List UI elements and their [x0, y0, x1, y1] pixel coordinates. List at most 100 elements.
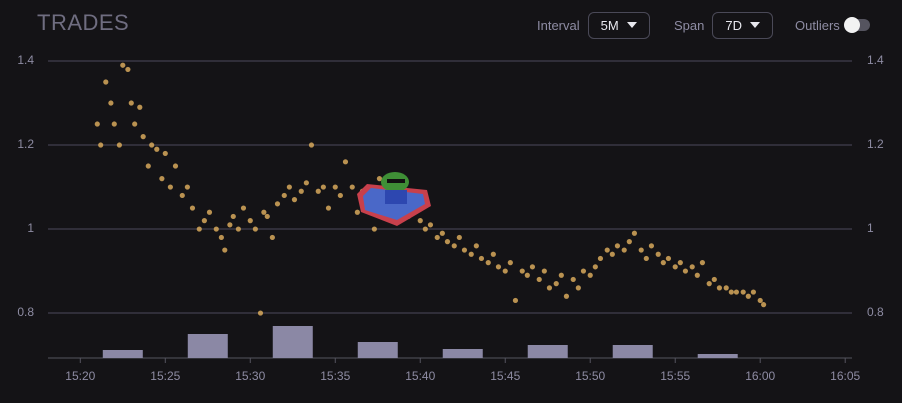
trade-point [665, 255, 672, 262]
trade-point [184, 184, 190, 190]
trade-point [745, 293, 751, 299]
volume-bar [187, 334, 228, 358]
trade-point [553, 281, 559, 287]
trade-point [308, 142, 315, 148]
trade-point [723, 285, 729, 291]
trade-point [456, 234, 462, 241]
trade-point [125, 66, 131, 73]
trade-point [172, 163, 179, 169]
interval-value: 5M [600, 17, 619, 33]
y-tick-label: 1.2 [17, 137, 34, 151]
trade-point [94, 121, 100, 127]
y-tick-label: 1.4 [17, 53, 34, 67]
trade-point [417, 218, 423, 224]
trade-point [298, 188, 304, 194]
trade-point [461, 247, 468, 253]
trade-point [261, 209, 267, 215]
trade-point [227, 222, 233, 228]
trade-point [286, 184, 292, 190]
trade-point [274, 201, 281, 207]
interval-select[interactable]: 5M [587, 11, 650, 39]
trade-point [507, 260, 513, 266]
trade-point [558, 272, 564, 278]
trade-point [592, 264, 598, 270]
trade-point [682, 268, 689, 274]
trade-point [371, 226, 377, 232]
trade-point [604, 247, 610, 253]
trade-point [291, 197, 298, 203]
trade-point [240, 205, 247, 211]
volume-bar [102, 350, 143, 358]
trade-point [281, 192, 287, 199]
trade-point [140, 134, 146, 140]
trade-point [614, 243, 621, 249]
trade-point [541, 268, 547, 274]
trade-point [218, 234, 224, 241]
span-value: 7D [725, 17, 742, 33]
span-control: Span 7D [674, 11, 773, 39]
trade-point [230, 213, 236, 220]
trade-point [761, 302, 767, 308]
volume-bar [442, 349, 483, 358]
trade-point [609, 251, 615, 257]
trade-point [439, 230, 445, 236]
x-tick-label: 15:40 [405, 369, 435, 383]
trade-point [303, 180, 309, 186]
trade-point [694, 272, 700, 278]
trade-point [162, 150, 168, 157]
trade-point [570, 276, 576, 283]
trade-point [320, 184, 326, 190]
trade-point [116, 142, 122, 148]
trade-point [451, 243, 457, 249]
trade-point [376, 176, 383, 182]
x-tick-label: 16:00 [745, 369, 775, 383]
trade-point [711, 276, 717, 283]
trade-point [621, 247, 627, 253]
trade-point [495, 264, 502, 270]
trade-point [167, 184, 173, 190]
trade-point [120, 62, 126, 68]
span-label: Span [674, 17, 705, 33]
trade-point [315, 188, 321, 194]
trade-point [332, 184, 338, 190]
volume-bar [612, 345, 653, 358]
span-select[interactable]: 7D [712, 11, 773, 39]
trade-point [672, 264, 678, 270]
trade-point [354, 209, 360, 215]
trade-point [111, 121, 117, 127]
trade-point [677, 260, 683, 266]
trade-point [706, 281, 712, 287]
trade-point [103, 79, 109, 85]
trade-point [750, 289, 757, 295]
trade-point [179, 192, 185, 199]
volume-bar [272, 326, 313, 358]
trade-point [128, 100, 134, 106]
trade-point [660, 260, 666, 266]
trade-point [145, 163, 151, 169]
y-tick-label-right: 1.2 [867, 137, 884, 151]
y-tick-label-right: 1.4 [867, 53, 884, 67]
trade-point [536, 276, 542, 283]
trade-point [427, 222, 434, 228]
x-tick-label: 15:20 [65, 369, 95, 383]
interval-control: Interval 5M [537, 11, 650, 39]
boat-mascot [357, 172, 431, 226]
outliers-toggle[interactable] [843, 17, 870, 33]
x-tick-label: 15:30 [235, 369, 265, 383]
volume-bar [357, 342, 398, 358]
trade-point [502, 268, 508, 274]
trade-point [638, 247, 644, 253]
trade-point [689, 264, 695, 270]
trade-point [349, 184, 355, 190]
trade-point [149, 142, 155, 148]
trade-point [563, 293, 570, 299]
x-tick-label: 15:25 [150, 369, 180, 383]
trade-point [222, 247, 228, 253]
outliers-control: Outliers [795, 11, 870, 39]
trade-point [626, 239, 632, 245]
trade-point [512, 297, 519, 304]
x-tick-label: 16:05 [830, 369, 860, 383]
trade-point [257, 310, 264, 316]
